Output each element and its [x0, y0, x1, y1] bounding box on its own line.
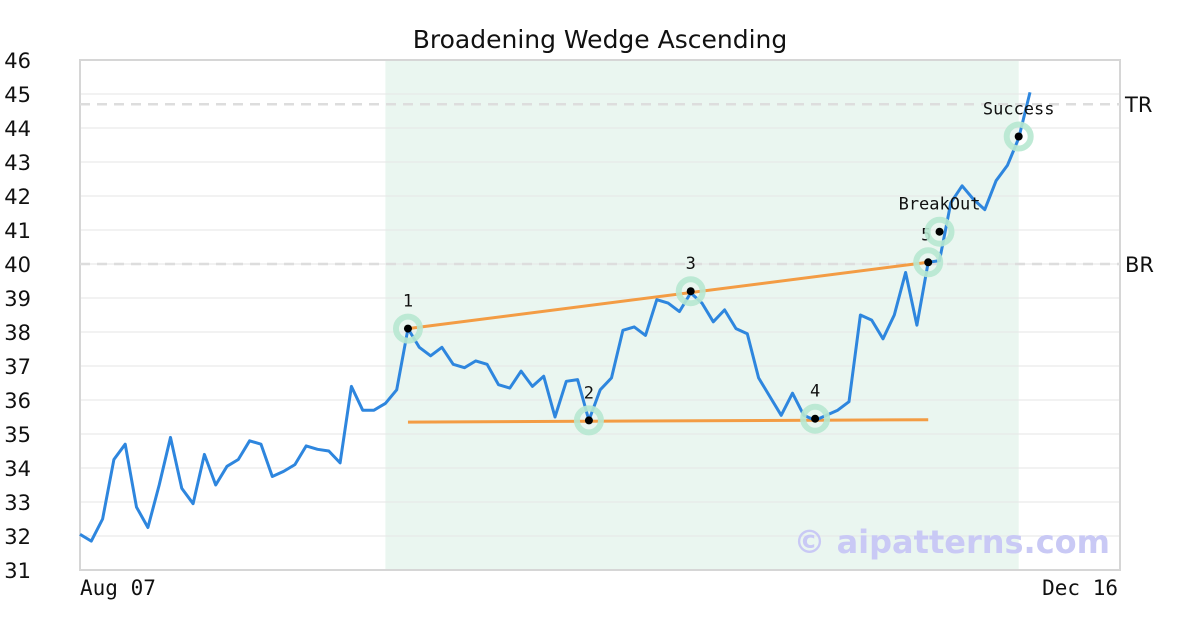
pivot-marker-dot: [935, 227, 944, 236]
pivot-label-success: Success: [983, 100, 1055, 120]
price-line: [79, 91, 1032, 543]
chart-title: Broadening Wedge Ascending: [413, 25, 788, 54]
y-tick-label: 38: [4, 321, 31, 345]
pivot-label-2: 2: [584, 383, 594, 403]
y-tick-label: 43: [4, 151, 31, 175]
y-tick-label: 42: [4, 185, 31, 209]
pivot-marker-dot: [584, 416, 593, 425]
reference-label-br: BR: [1125, 253, 1154, 277]
pivot-label-4: 4: [810, 382, 820, 402]
y-tick-label: 31: [4, 559, 31, 583]
reference-label-tr: TR: [1124, 93, 1152, 117]
watermark: © aipatterns.com: [793, 523, 1110, 561]
pivot-marker-halo: [913, 247, 944, 278]
pivot-label-3: 3: [686, 254, 696, 274]
y-tick-label: 44: [4, 117, 31, 141]
y-tick-label: 39: [4, 287, 31, 311]
pivot-marker-halo: [392, 313, 423, 344]
pivot-marker-dot: [1014, 132, 1023, 141]
pivot-label-1: 1: [403, 292, 413, 312]
pivot-marker-halo: [924, 216, 955, 247]
y-tick-label: 46: [4, 49, 31, 73]
y-tick-label: 33: [4, 491, 31, 515]
pivot-label-breakout: BreakOut: [899, 195, 981, 215]
pivot-marker-halo: [800, 403, 831, 434]
y-tick-label: 35: [4, 423, 31, 447]
y-tick-label: 40: [4, 253, 31, 277]
trend-line-lower: [407, 418, 929, 424]
pivot-marker-halo: [1003, 121, 1034, 152]
pattern-highlight-region: [385, 60, 1019, 570]
x-tick-label: Dec 16: [1042, 576, 1118, 600]
pivot-marker-halo: [573, 405, 604, 436]
y-tick-label: 41: [4, 219, 31, 243]
pivot-marker-dot: [403, 324, 412, 333]
pivot-marker-dot: [811, 414, 820, 423]
y-tick-label: 45: [4, 83, 31, 107]
plot-area: 31323334353637383940414243444546TRBRAug …: [4, 49, 1154, 600]
trend-line-upper: [407, 260, 929, 331]
plot-frame: [79, 59, 1121, 571]
y-tick-label: 36: [4, 389, 31, 413]
pivot-marker-dot: [924, 258, 933, 267]
x-tick-label: Aug 07: [80, 576, 156, 600]
pivot-marker-dot: [686, 287, 695, 296]
y-tick-label: 32: [4, 525, 31, 549]
pivot-marker-halo: [675, 276, 706, 307]
y-tick-label: 37: [4, 355, 31, 379]
y-tick-label: 34: [4, 457, 31, 481]
